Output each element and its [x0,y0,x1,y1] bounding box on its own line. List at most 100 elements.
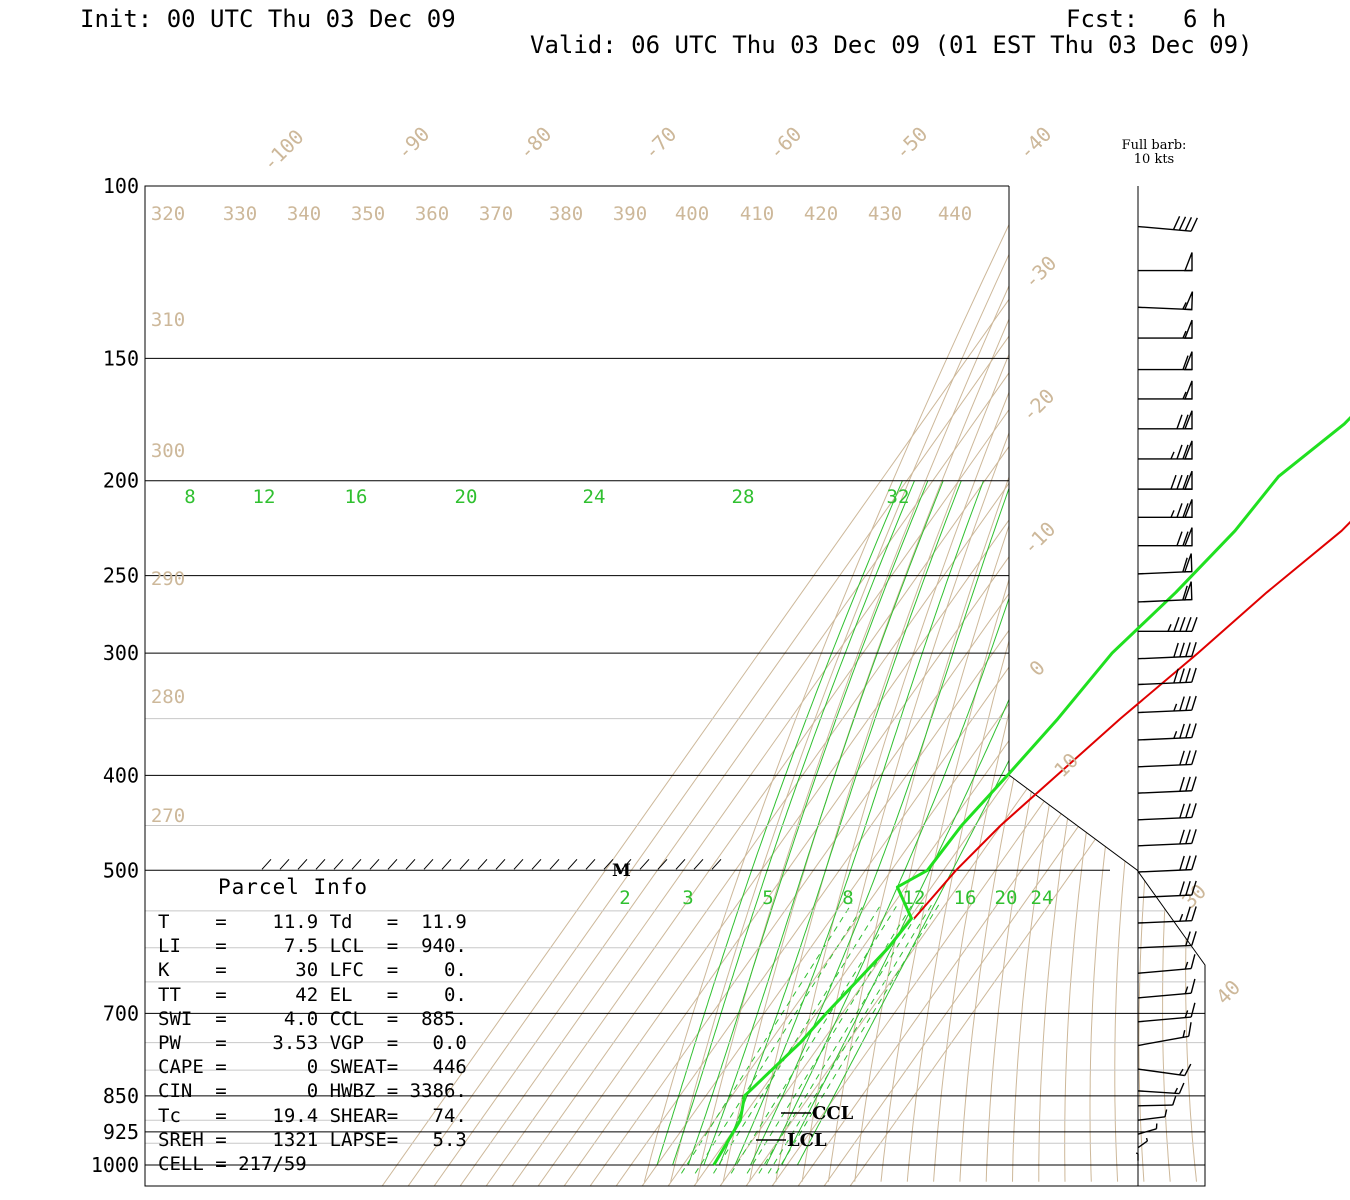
hatch-mark [639,858,650,870]
wind-barb [1138,410,1193,430]
mixing-ratio-label: 24 [1031,887,1054,909]
barb-legend-line2: 10 kts [1133,152,1175,167]
mixing-ratio-label: 8 [842,887,853,909]
moist-adiabat-label: 24 [583,486,606,508]
hatch-mark [585,858,596,870]
hatch-mark [621,858,632,870]
mixing-ratio-line [775,902,941,1174]
isotherm-label: -90 [392,122,435,165]
hatch-mark [441,858,452,870]
wind-barb [1137,931,1197,949]
hatch-mark [675,858,686,870]
isotherm-line [615,186,1205,1186]
dry-adiabat-line [880,186,1158,1182]
parcel-info-row: Tc = 19.4 SHEAR= 74. [158,1104,467,1127]
dry-adiabat-label: 440 [938,203,972,225]
moist-adiabat-line [672,480,915,1166]
isotherm-line [511,186,1205,1186]
dry-adiabat-label: 320 [151,203,185,225]
dry-adiabat-line [696,186,1065,1182]
parcel-info-row: K = 30 LFC = 0. [158,959,467,982]
isotherm-label: -30 [1019,251,1062,294]
hatch-mark [495,858,506,870]
isotherm-label: -70 [639,122,682,165]
annotation-m: M [612,861,631,881]
valid-time: Valid: 06 UTC Thu 03 Dec 09 (01 EST Thu … [530,31,1253,59]
dry-adiabat-label: 410 [740,203,774,225]
wind-barb [1138,617,1198,632]
mixing-ratio-line [767,902,934,1174]
wind-barb [1137,667,1197,686]
moist-adiabat-label: 20 [455,486,478,508]
mixing-ratio-line [694,902,866,1174]
wind-barb [1137,1002,1196,1023]
dry-adiabat-label: 430 [868,203,902,225]
wind-barb [1138,470,1193,490]
dry-adiabat-line [749,186,1092,1182]
mixing-ratio-label: 12 [903,887,926,909]
dry-adiabat-label: 310 [151,309,185,331]
wind-barb [1138,440,1193,460]
hatch-mark [405,858,416,870]
pressure-tick-label: 200 [103,469,139,493]
dry-adiabat-label: 340 [287,203,321,225]
hatch-mark [693,858,704,870]
dry-adiabat-label: 280 [151,686,185,708]
wind-barb [1138,380,1193,400]
hatch-mark [549,858,560,870]
wind-barb [1137,1082,1185,1095]
pressure-tick-label: 300 [103,641,139,665]
isotherm-label: -10 [1018,517,1061,560]
dry-adiabat-label: 350 [351,203,385,225]
init-time: Init: 00 UTC Thu 03 Dec 09 [80,5,456,33]
parcel-info-row: TT = 42 EL = 0. [158,983,467,1006]
hatch-mark [477,858,488,870]
hatch-mark [531,858,542,870]
wind-barb [1137,803,1197,821]
hatch-mark [315,858,326,870]
wind-barb [1138,527,1193,547]
moist-adiabat-label: 32 [887,486,910,508]
hatch-mark [657,858,668,870]
dry-adiabat-label: 290 [151,568,185,590]
hatch-mark [567,858,578,870]
wind-barb [1137,216,1198,232]
dry-adiabat-label: 330 [223,203,257,225]
parcel-info-row: CIN = 0 HWBZ = 3386. [158,1080,467,1103]
wind-barb [1137,776,1197,794]
pressure-tick-label: 250 [103,564,139,588]
isotherm-label: -40 [1014,122,1057,165]
wind-barb [1137,855,1197,873]
mixing-ratio-label: 2 [619,887,630,909]
wind-barb [1137,1137,1149,1149]
dry-adiabat-label: 400 [675,203,709,225]
parcel-info-row: T = 11.9 Td = 11.9 [158,911,467,933]
annotation-ccl: CCL [812,1103,854,1124]
hatch-mark [297,858,308,870]
annotation-lcl: LCL [787,1130,827,1151]
parcel-info-cell: CELL = 217/59 [158,1153,307,1176]
pressure-tick-label: 500 [103,858,139,882]
dry-adiabat-line [1138,186,1205,1182]
wind-barb [1137,1063,1192,1077]
parcel-info-row: LI = 7.5 LCL = 940. [158,935,467,958]
moist-adiabat-label: 12 [253,486,276,508]
wind-barb [1137,829,1197,847]
wind-barb [1135,1152,1139,1161]
dry-adiabat-label: 270 [151,805,185,827]
wind-barb [1137,581,1193,603]
parcel-info-row: CAPE = 0 SWEAT= 446 [158,1056,467,1079]
dry-adiabat-label: 360 [415,203,449,225]
wind-barb [1137,880,1197,899]
wind-barb [1137,750,1197,768]
isotherm-line [381,186,1105,1186]
wind-barb [1137,723,1197,741]
mixing-ratio-line [680,902,853,1174]
moist-adiabat-label: 16 [345,486,368,508]
parcel-info-table: T = 11.9 Td = 11.9 LI = 7.5 LCL = 940. K =… [158,910,467,1176]
isotherm-line [823,186,1205,1186]
isotherm-label: -60 [764,122,807,165]
wind-barb [1138,252,1193,272]
forecast-hours: 6 h [1183,5,1227,33]
barb-legend-line1: Full barb: [1121,138,1187,153]
